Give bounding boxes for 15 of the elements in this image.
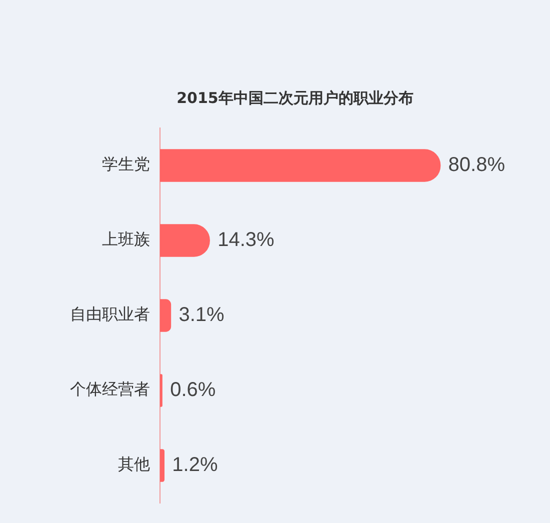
y-tick-label: 上班族 — [102, 230, 150, 249]
y-tick-label: 其他 — [118, 454, 150, 474]
bar — [160, 224, 210, 257]
data-label: 14.3% — [218, 229, 275, 252]
bar — [160, 299, 172, 332]
y-tick-label: 学生党 — [102, 154, 150, 174]
y-tick-label: 个体经营者 — [70, 380, 150, 399]
data-label: 0.6% — [170, 379, 216, 402]
bar — [160, 149, 441, 182]
bar — [160, 449, 164, 482]
data-label: 80.8% — [448, 154, 506, 176]
data-label: 3.1% — [178, 304, 225, 326]
data-label: 1.2% — [172, 454, 218, 476]
y-tick-label: 自由职业者 — [70, 304, 150, 324]
chart-title: 2015年中国二次元用户的职业分布 — [176, 88, 414, 107]
